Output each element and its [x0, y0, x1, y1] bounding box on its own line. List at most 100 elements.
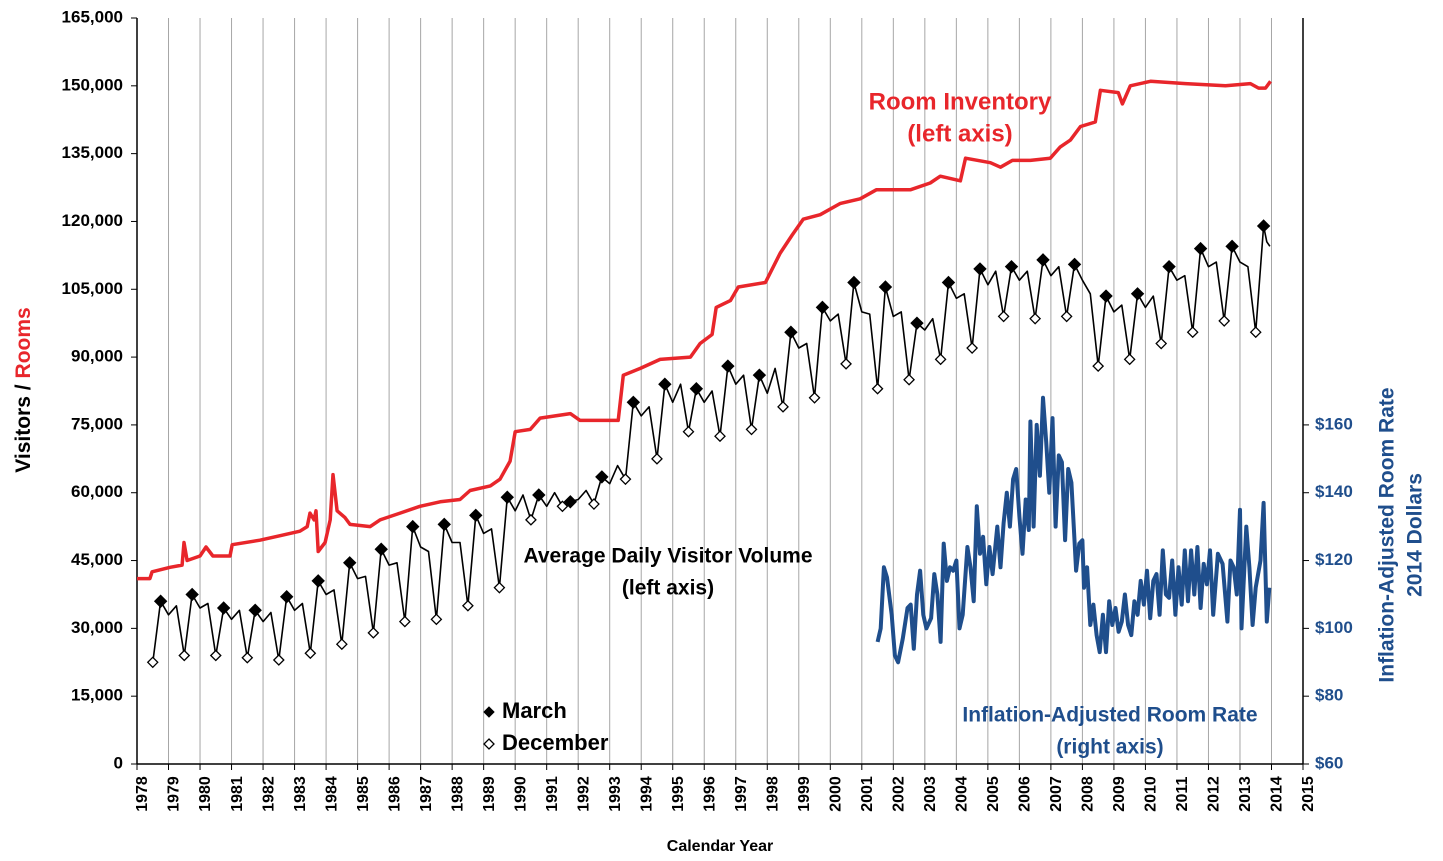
marker	[595, 470, 609, 484]
x-tick-label: 1993	[607, 776, 624, 812]
marker	[1162, 259, 1176, 274]
x-tick-label: 2001	[859, 776, 876, 812]
marker	[398, 615, 411, 628]
marker	[966, 342, 979, 354]
marker	[1092, 360, 1105, 373]
marker	[619, 473, 632, 486]
marker	[563, 495, 578, 509]
line-annotation: Inflation-Adjusted Room Rate	[962, 704, 1257, 727]
marker	[1249, 326, 1262, 339]
line-annotation: (right axis)	[1056, 736, 1163, 759]
line-annotation: (left axis)	[622, 577, 714, 600]
y-tick-label: 30,000	[71, 618, 123, 637]
marker	[903, 373, 916, 386]
data-line	[137, 79, 1272, 581]
data-line	[875, 395, 1272, 665]
marker	[910, 316, 924, 330]
x-tick-label: 1989	[481, 776, 498, 812]
x-tick-label: 2013	[1237, 776, 1254, 812]
marker	[815, 300, 830, 315]
marker	[430, 613, 443, 626]
y2-tick-label: $140	[1315, 482, 1353, 501]
x-tick-label: 1990	[512, 776, 529, 812]
y-tick-label: 60,000	[71, 482, 123, 501]
marker	[626, 395, 641, 410]
marker	[153, 594, 168, 608]
marker	[934, 353, 947, 366]
marker	[1067, 257, 1082, 272]
legend-marker	[483, 738, 495, 750]
marker	[752, 368, 767, 382]
marker	[1004, 259, 1019, 274]
marker	[241, 651, 254, 664]
y-tick-label: 135,000	[62, 143, 123, 162]
marker	[1036, 253, 1050, 267]
y-tick-label: 45,000	[71, 550, 123, 569]
marker	[777, 400, 789, 413]
x-tick-label: 2008	[1080, 776, 1097, 812]
x-tick-label: 1981	[229, 776, 246, 812]
y-tick-label: 150,000	[62, 75, 123, 94]
y-axis-title-part: Rooms	[12, 307, 35, 378]
x-tick-label: 2010	[1143, 776, 1160, 812]
marker	[997, 310, 1010, 323]
marker	[146, 656, 159, 669]
marker	[437, 517, 451, 532]
marker	[524, 513, 537, 526]
marker	[311, 574, 325, 588]
marker	[216, 601, 231, 615]
marker	[185, 587, 199, 602]
marker	[878, 280, 893, 294]
x-tick-label: 2007	[1048, 776, 1065, 812]
marker	[272, 654, 285, 666]
marker	[745, 423, 758, 436]
x-axis-title: Calendar Year	[667, 838, 773, 855]
x-tick-label: 1983	[292, 776, 309, 812]
marker	[493, 581, 506, 594]
x-tick-label: 2014	[1269, 776, 1286, 812]
x-tick-label: 1986	[386, 776, 403, 812]
marker	[847, 275, 861, 290]
x-tick-label: 1991	[544, 776, 561, 812]
marker	[374, 542, 388, 556]
y2-tick-label: $80	[1315, 686, 1343, 705]
legend-marker	[483, 706, 495, 718]
x-tick-label: 1995	[670, 776, 687, 812]
x-tick-label: 1985	[355, 776, 372, 812]
x-tick-label: 2009	[1111, 776, 1128, 812]
x-tick-label: 2011	[1174, 777, 1191, 812]
marker	[682, 425, 695, 438]
y-tick-label: 105,000	[62, 279, 123, 298]
marker	[406, 519, 420, 534]
line-annotation: Average Daily Visitor Volume	[523, 545, 812, 568]
marker	[178, 649, 191, 662]
marker	[1099, 289, 1113, 303]
marker	[840, 357, 852, 370]
y-tick-label: 165,000	[62, 7, 123, 26]
x-tick-label: 1999	[796, 776, 813, 812]
line-annotation: Room Inventory	[869, 88, 1052, 115]
legend-label: December	[502, 730, 609, 755]
marker	[461, 599, 474, 612]
marker	[556, 500, 569, 513]
y2-axis-title: 2014 Dollars	[1404, 473, 1427, 597]
marker	[871, 382, 884, 395]
x-tick-label: 1994	[638, 776, 655, 812]
marker	[1218, 315, 1231, 327]
x-tick-label: 2002	[891, 776, 908, 812]
marker	[941, 275, 956, 290]
marker	[335, 638, 348, 651]
marker	[784, 325, 798, 339]
marker	[1060, 310, 1073, 323]
y2-axis-title: Inflation-Adjusted Room Rate	[1376, 387, 1399, 682]
line-annotation: (left axis)	[907, 120, 1012, 147]
marker	[1130, 287, 1145, 301]
x-tick-label: 1987	[418, 776, 435, 812]
y-tick-label: 75,000	[71, 414, 123, 433]
x-tick-label: 1982	[260, 776, 277, 812]
y2-tick-label: $120	[1315, 550, 1353, 569]
marker	[658, 377, 672, 391]
x-tick-label: 1978	[134, 776, 151, 812]
marker	[973, 262, 987, 276]
